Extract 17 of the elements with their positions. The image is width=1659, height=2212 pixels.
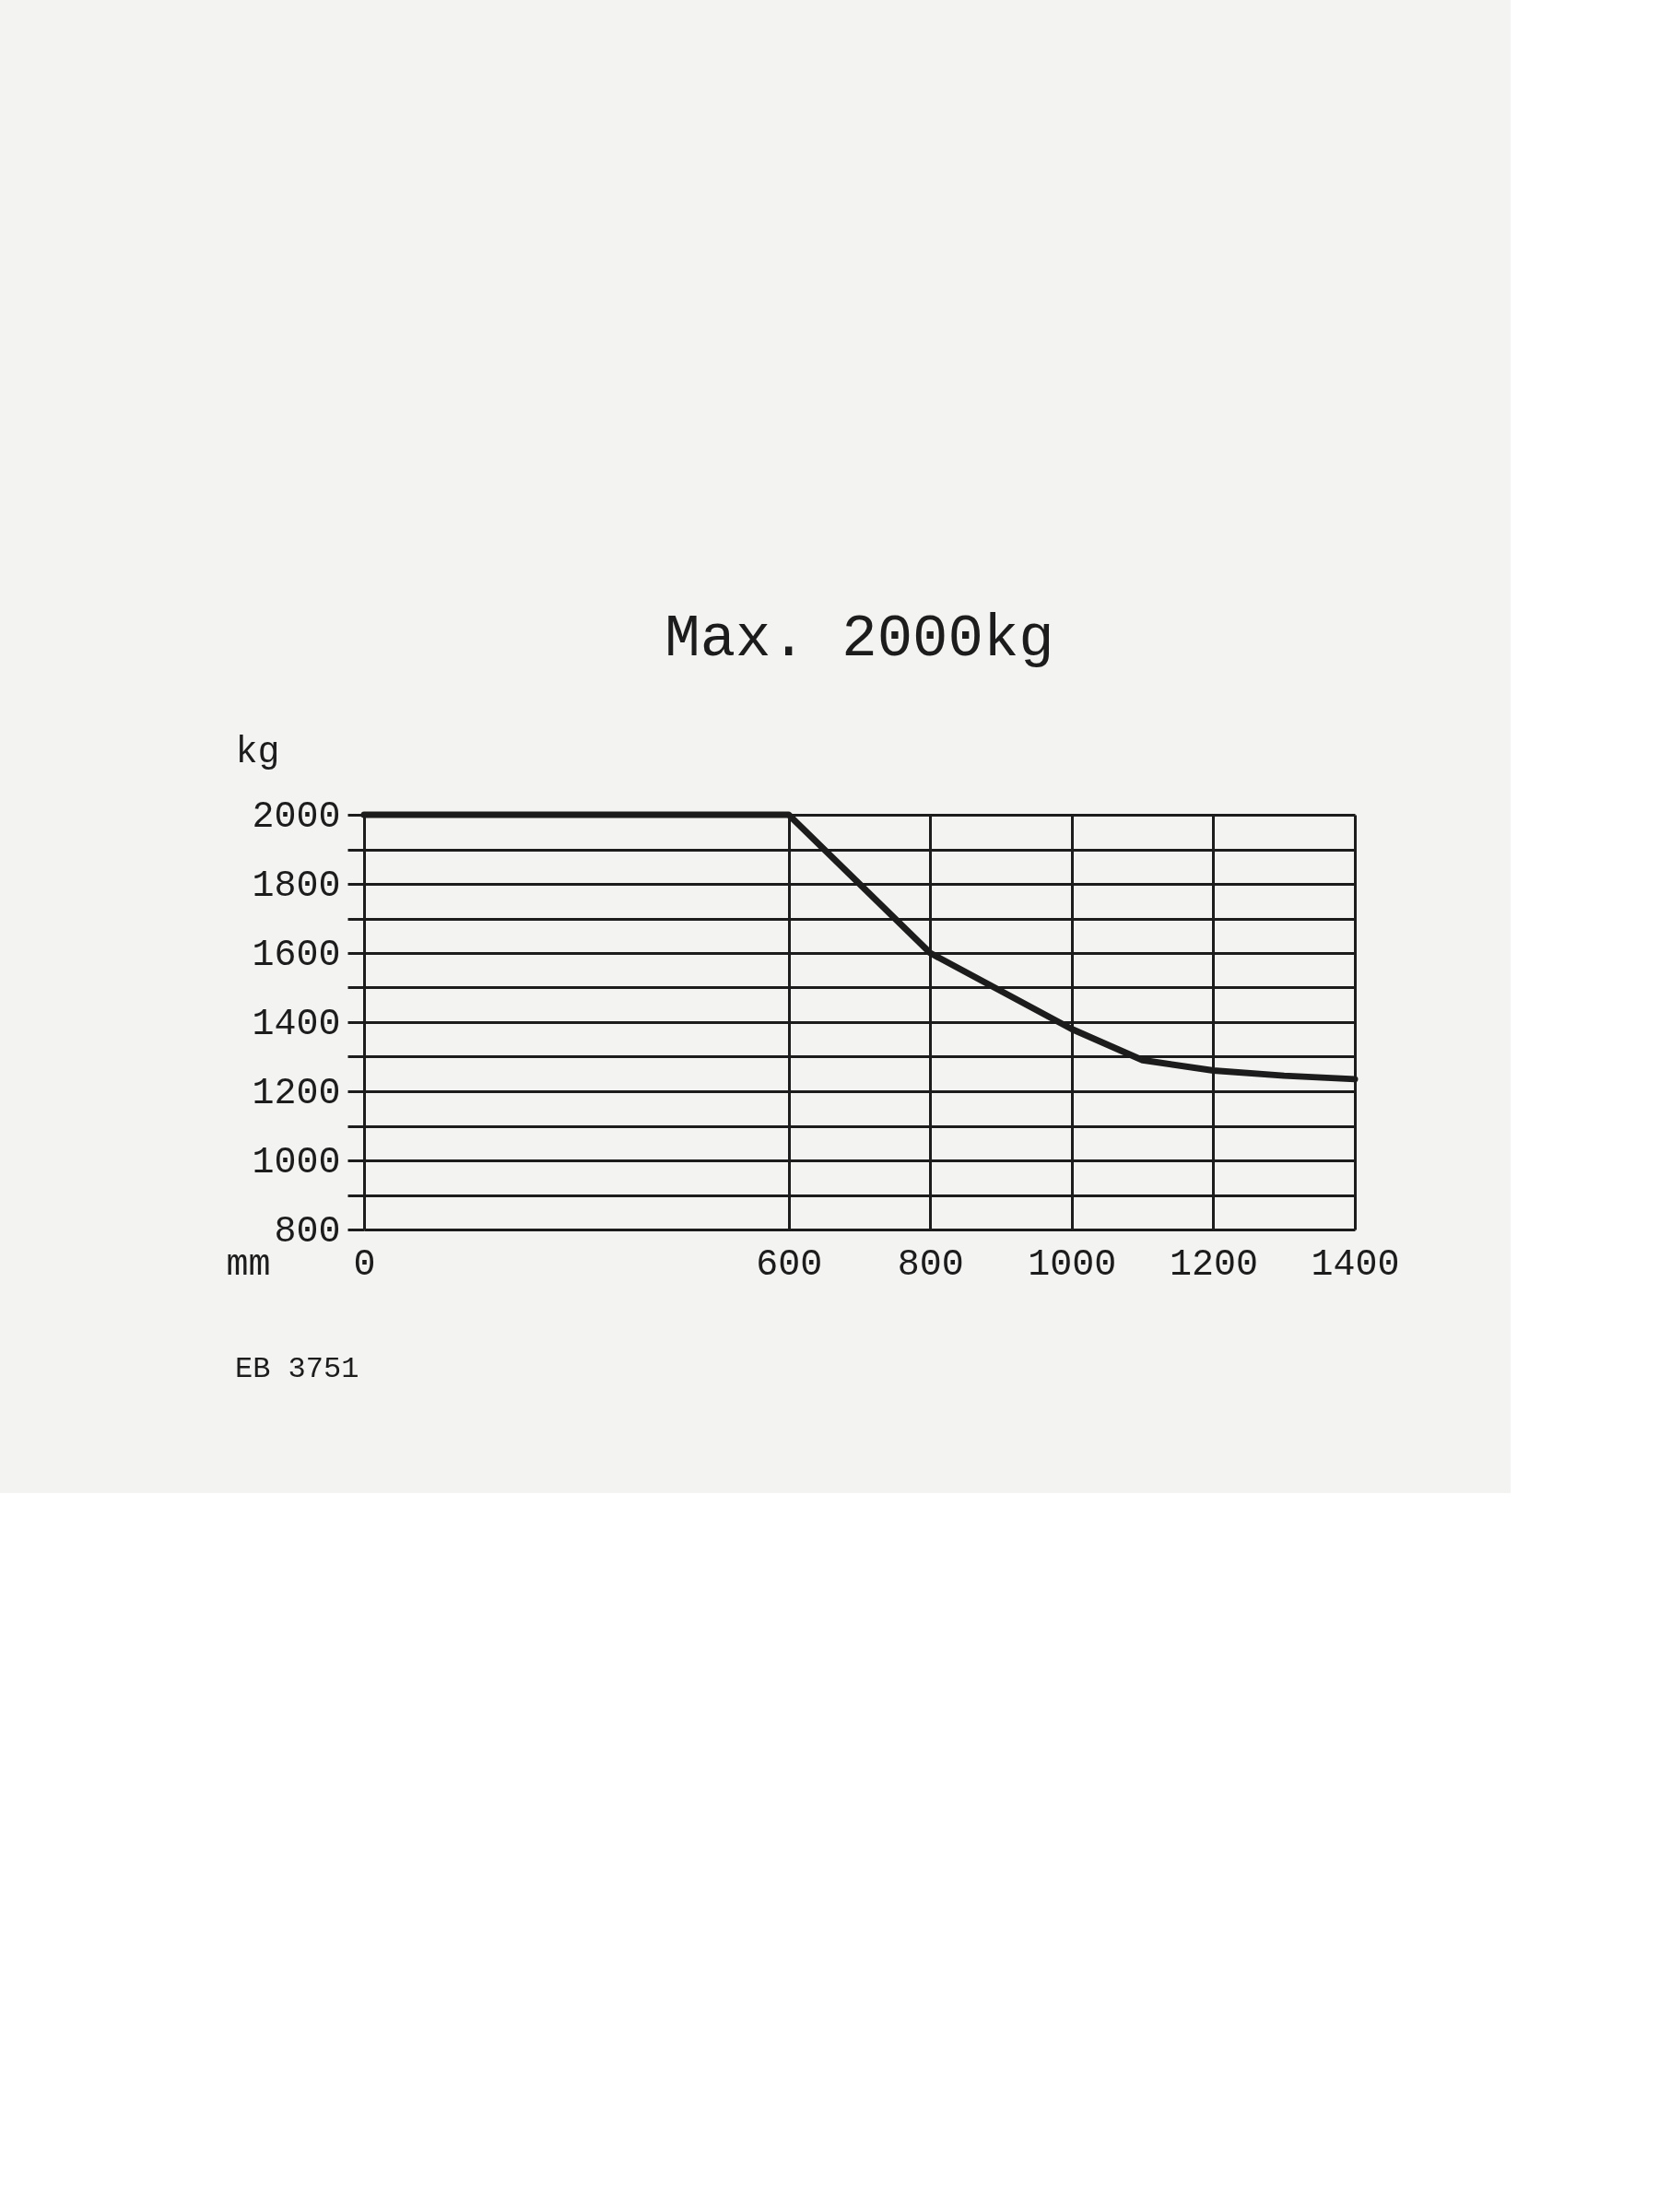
y-tick-label: 1600 xyxy=(252,934,341,976)
y-tick-label: 1000 xyxy=(252,1141,341,1183)
chart-title: Max. 2000kg xyxy=(665,606,1054,673)
x-axis-title: mm xyxy=(226,1243,271,1286)
x-tick-label: 600 xyxy=(756,1243,823,1286)
y-tick-label: 1800 xyxy=(252,865,341,907)
y-axis-title: kg xyxy=(235,731,280,773)
y-tick-label: 2000 xyxy=(252,795,341,838)
text: EB 3751 xyxy=(235,1352,359,1386)
x-tick-label: 1400 xyxy=(1311,1243,1400,1286)
x-tick-label: 1000 xyxy=(1028,1243,1117,1286)
x-tick-label: 800 xyxy=(897,1243,964,1286)
x-tick-label: 1200 xyxy=(1169,1243,1258,1286)
x-tick-label: 0 xyxy=(353,1243,376,1286)
y-tick-label: 800 xyxy=(274,1210,341,1253)
y-tick-label: 1200 xyxy=(252,1072,341,1114)
y-tick-label: 1400 xyxy=(252,1003,341,1045)
